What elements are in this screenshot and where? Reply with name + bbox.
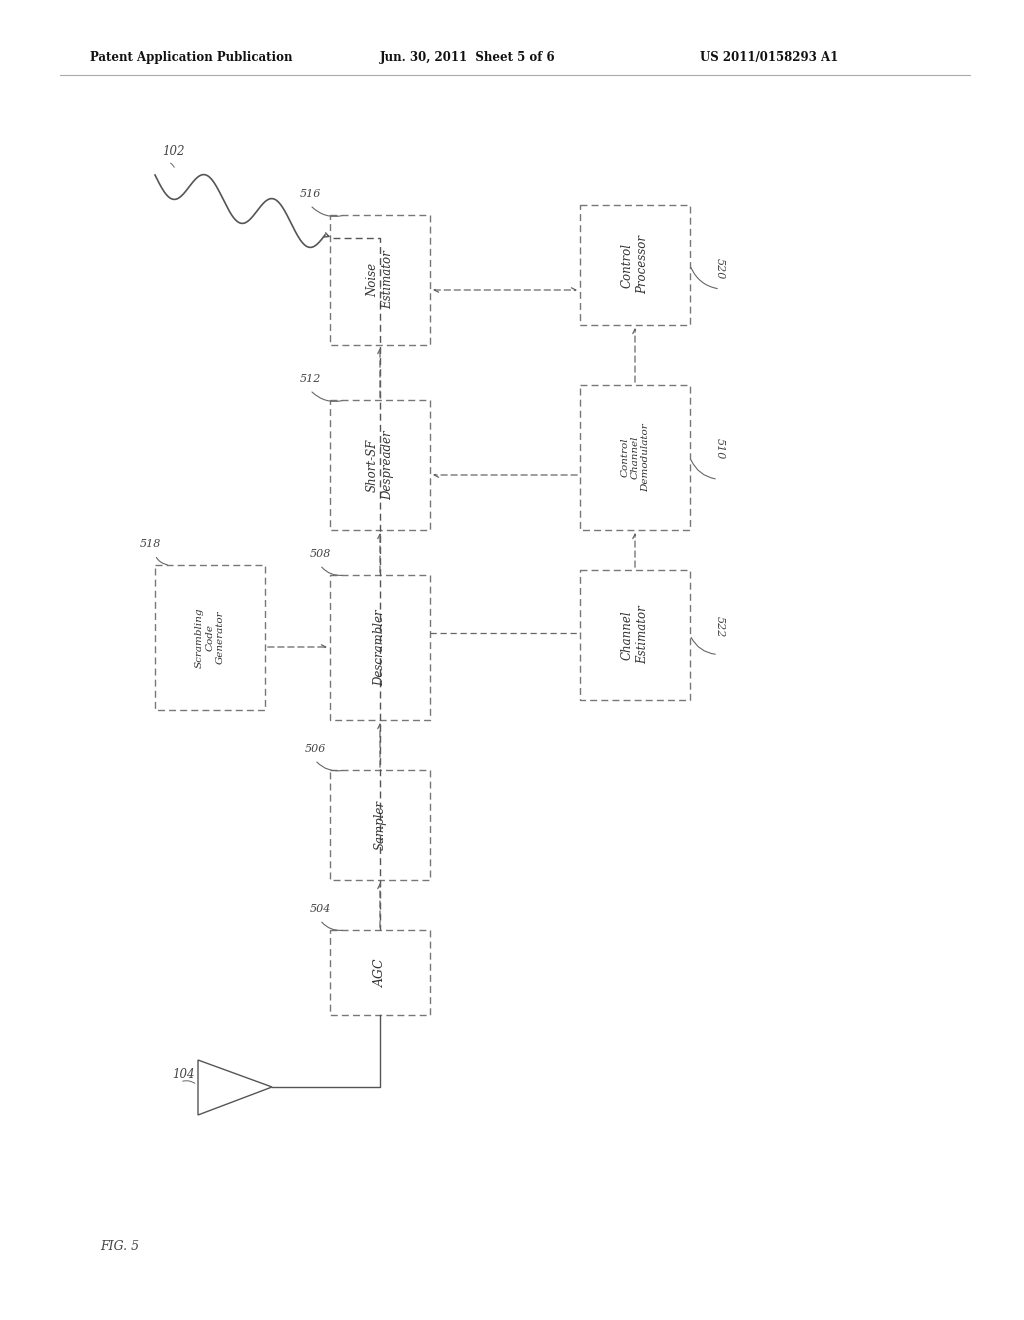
Text: Descrambler: Descrambler <box>374 610 386 686</box>
Bar <box>330 770 430 880</box>
Text: Jun. 30, 2011  Sheet 5 of 6: Jun. 30, 2011 Sheet 5 of 6 <box>380 51 556 65</box>
Text: FIG. 5: FIG. 5 <box>100 1239 139 1253</box>
Bar <box>330 931 430 1015</box>
Polygon shape <box>198 1060 272 1115</box>
Text: 504: 504 <box>310 904 332 913</box>
Bar <box>580 385 690 531</box>
Text: 512: 512 <box>300 374 322 384</box>
Text: AGC: AGC <box>374 958 386 987</box>
Text: 522: 522 <box>715 615 725 638</box>
Text: Control
Processor: Control Processor <box>621 235 649 294</box>
Text: Patent Application Publication: Patent Application Publication <box>90 51 293 65</box>
Text: US 2011/0158293 A1: US 2011/0158293 A1 <box>700 51 839 65</box>
Text: 104: 104 <box>172 1068 195 1081</box>
Bar <box>580 205 690 325</box>
Text: 102: 102 <box>162 145 184 158</box>
Text: 516: 516 <box>300 189 322 199</box>
Text: 510: 510 <box>715 438 725 459</box>
Bar <box>580 570 690 700</box>
Bar <box>330 576 430 719</box>
Text: Short-SF
Despreader: Short-SF Despreader <box>366 430 394 500</box>
Text: 520: 520 <box>715 257 725 279</box>
Text: Sampler: Sampler <box>374 800 386 850</box>
Text: Channel
Estimator: Channel Estimator <box>621 606 649 664</box>
Bar <box>155 565 265 710</box>
Text: Control
Channel
Demodulator: Control Channel Demodulator <box>621 424 650 492</box>
Text: 518: 518 <box>140 539 162 549</box>
Text: Scrambling
Code
Generator: Scrambling Code Generator <box>196 607 225 668</box>
Text: 508: 508 <box>310 549 332 558</box>
Bar <box>330 400 430 531</box>
Text: Noise
Estimator: Noise Estimator <box>366 251 394 309</box>
Bar <box>330 215 430 345</box>
Text: 506: 506 <box>305 744 327 754</box>
